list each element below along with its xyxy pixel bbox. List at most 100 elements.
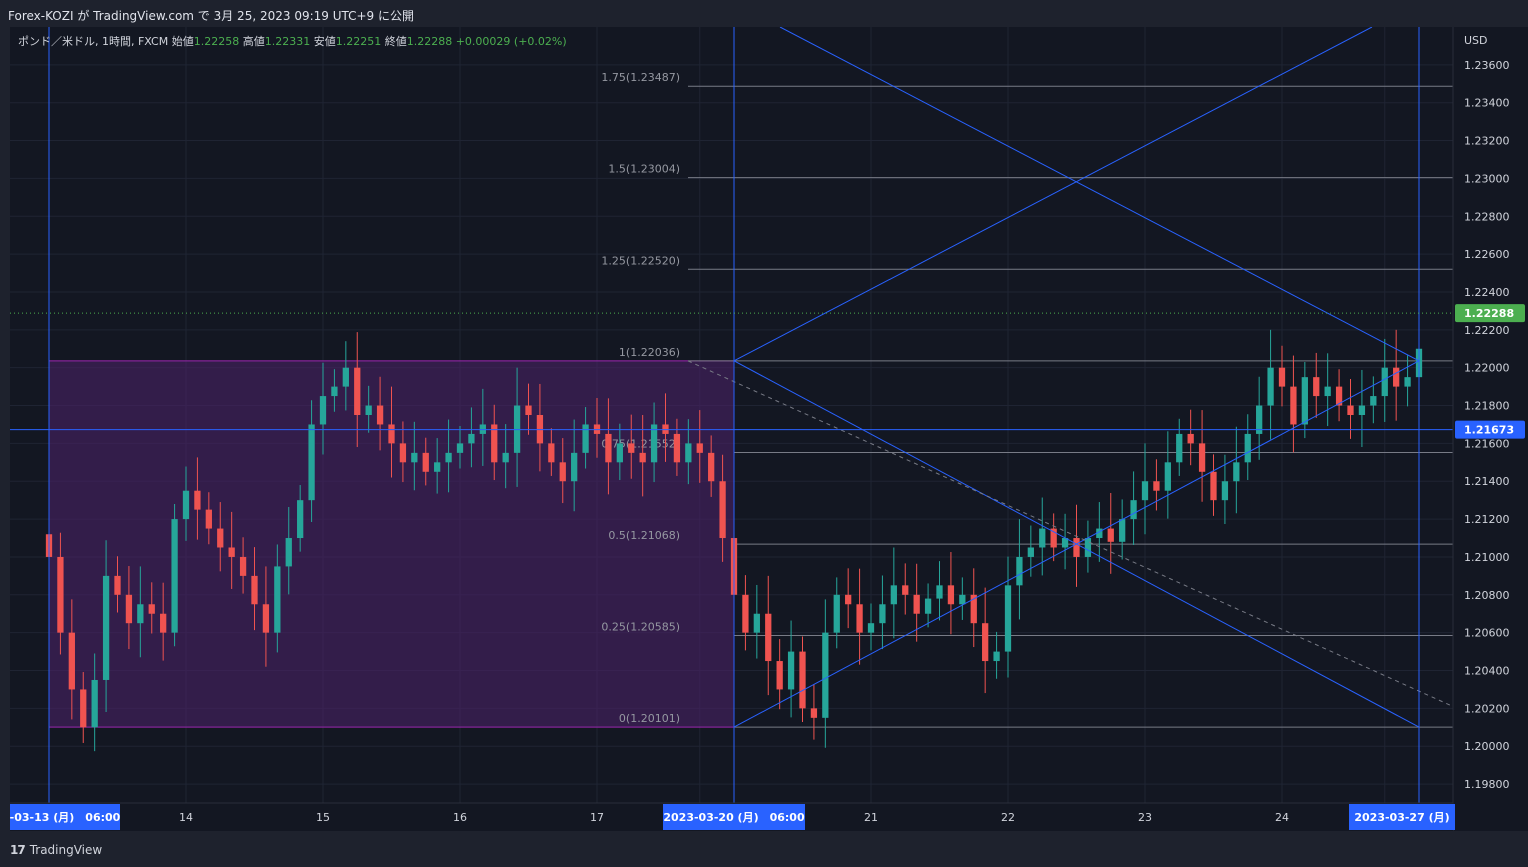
price-tick-label: 1.20200 bbox=[1464, 702, 1510, 715]
candle bbox=[205, 492, 212, 545]
candle bbox=[810, 684, 818, 740]
candle-body bbox=[376, 405, 384, 425]
candle-body bbox=[1050, 528, 1057, 548]
candle-body bbox=[1130, 500, 1137, 520]
candle-body bbox=[171, 519, 178, 633]
candle-body bbox=[982, 623, 989, 662]
candlestick-chart[interactable]: 0(1.20101) 0.25(1.20585) 0.5(1.21068) 0.75(… bbox=[10, 27, 1453, 831]
price-tick-label: 1.21600 bbox=[1464, 437, 1510, 450]
candle bbox=[1278, 345, 1286, 407]
legend-open-label: 始値 bbox=[171, 35, 194, 48]
candle bbox=[411, 421, 418, 491]
price-tick-label: 1.22200 bbox=[1464, 324, 1510, 337]
candle-body bbox=[639, 452, 646, 463]
candle-body bbox=[239, 556, 247, 576]
legend-low-label: 安値 bbox=[313, 35, 336, 48]
candle-body bbox=[125, 594, 133, 624]
candle bbox=[913, 563, 920, 642]
candle-body bbox=[993, 651, 1000, 662]
candle bbox=[616, 423, 623, 481]
candle-body bbox=[1393, 367, 1400, 387]
price-tick-label: 1.20000 bbox=[1464, 740, 1510, 753]
candle-body bbox=[274, 566, 281, 633]
price-tick-label: 1.22000 bbox=[1464, 362, 1510, 375]
candle bbox=[57, 532, 64, 655]
candle-body bbox=[1210, 471, 1217, 501]
chart-area[interactable]: 0(1.20101) 0.25(1.20585) 0.5(1.21068) 0.75(… bbox=[10, 27, 1453, 831]
candle bbox=[696, 410, 703, 483]
candle bbox=[1267, 329, 1274, 440]
candle-body bbox=[776, 661, 783, 690]
candle-body bbox=[822, 632, 829, 718]
candle-body bbox=[422, 452, 429, 472]
price-tick-label: 1.21000 bbox=[1464, 551, 1510, 564]
candle-body bbox=[1084, 538, 1092, 557]
candle-body bbox=[1267, 367, 1274, 406]
candle-body bbox=[342, 367, 349, 387]
candle bbox=[1381, 338, 1388, 422]
candle-body bbox=[297, 500, 304, 539]
candle-body bbox=[57, 556, 64, 633]
tradingview-brand[interactable]: 17 TradingView bbox=[10, 843, 102, 857]
candle bbox=[445, 419, 452, 493]
price-tick-label: 1.22800 bbox=[1464, 210, 1510, 223]
candle bbox=[1164, 431, 1171, 519]
candle-body bbox=[445, 452, 452, 463]
candle bbox=[548, 428, 555, 476]
candle bbox=[650, 402, 658, 483]
candle bbox=[251, 547, 258, 631]
candle-body bbox=[91, 679, 98, 728]
legend-low: 1.22251 bbox=[335, 35, 382, 48]
candle bbox=[1210, 454, 1217, 516]
candle bbox=[1141, 443, 1149, 535]
channel-line-up bbox=[733, 27, 1373, 362]
candle-body bbox=[1290, 386, 1297, 425]
candle-body bbox=[1335, 386, 1343, 406]
candle bbox=[845, 568, 852, 629]
candle-body bbox=[582, 424, 589, 453]
fib-level-label: 0.25(1.20585) bbox=[601, 620, 680, 633]
candle bbox=[787, 620, 795, 718]
candle bbox=[856, 568, 863, 665]
candle-body bbox=[354, 367, 361, 415]
candle bbox=[239, 537, 247, 594]
candle bbox=[342, 341, 349, 411]
candle-body bbox=[890, 585, 897, 605]
candle bbox=[1290, 355, 1297, 453]
dashed-trend-line bbox=[687, 360, 1453, 707]
candle-body bbox=[879, 604, 886, 624]
candle-body bbox=[1324, 386, 1331, 397]
candle bbox=[125, 566, 133, 650]
candle-body bbox=[148, 604, 155, 614]
candle bbox=[91, 653, 98, 752]
candle-body bbox=[1221, 481, 1229, 501]
candle-body bbox=[559, 462, 566, 482]
candle bbox=[742, 575, 749, 651]
candle bbox=[399, 421, 407, 483]
candle bbox=[468, 407, 475, 468]
fib-level-label: 0.75(1.21552) bbox=[601, 437, 680, 450]
candle bbox=[308, 400, 315, 522]
cursor-price-tag-text: 1.21673 bbox=[1464, 424, 1514, 437]
price-tick-label: 1.22400 bbox=[1464, 286, 1510, 299]
candle bbox=[297, 485, 304, 552]
candle-body bbox=[1301, 377, 1308, 425]
price-tick-label: 1.23200 bbox=[1464, 135, 1510, 148]
candle bbox=[502, 424, 509, 489]
candle bbox=[799, 636, 806, 722]
candle-body bbox=[114, 575, 121, 595]
candle-body bbox=[571, 452, 578, 482]
candle-body bbox=[708, 452, 715, 482]
candle-body bbox=[1313, 377, 1320, 397]
candle bbox=[947, 552, 955, 635]
candle-body bbox=[1141, 481, 1149, 501]
candle bbox=[970, 568, 977, 648]
candle-body bbox=[1027, 547, 1034, 557]
fib-level-label: 1.75(1.23487) bbox=[601, 71, 680, 84]
candle-body bbox=[867, 623, 875, 633]
candle bbox=[182, 466, 190, 541]
candle bbox=[1370, 376, 1377, 424]
candle-body bbox=[1153, 481, 1160, 491]
candle bbox=[1244, 414, 1251, 481]
candle bbox=[68, 599, 75, 720]
